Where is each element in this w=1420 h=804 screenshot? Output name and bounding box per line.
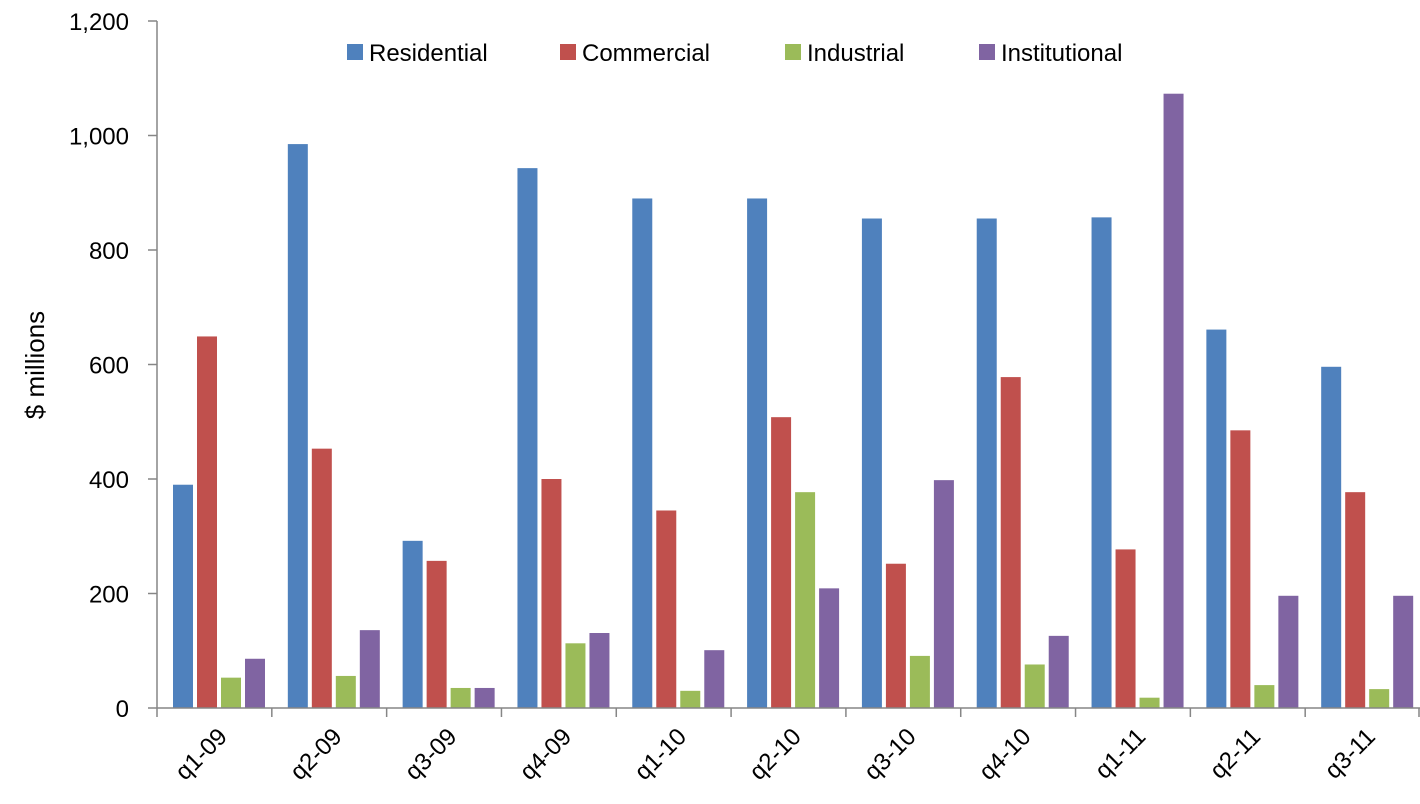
legend-swatch-institutional bbox=[979, 44, 995, 60]
bar-commercial-q4-10 bbox=[1000, 377, 1021, 708]
bar-institutional-q1-10 bbox=[704, 650, 725, 708]
x-tick-label: q3-11 bbox=[1320, 723, 1381, 784]
legend-label-industrial: Industrial bbox=[807, 40, 904, 67]
bar-commercial-q2-11 bbox=[1230, 430, 1251, 708]
y-tick-label: 0 bbox=[116, 696, 129, 723]
x-tick-label: q2-09 bbox=[285, 723, 348, 786]
x-tick-label: q4-10 bbox=[974, 723, 1037, 786]
bar-residential-q2-11 bbox=[1206, 329, 1227, 708]
legend-swatch-commercial bbox=[560, 44, 576, 60]
bar-commercial-q3-11 bbox=[1345, 492, 1366, 708]
x-tick-label: q3-10 bbox=[859, 723, 922, 786]
x-tick-label: q1-11 bbox=[1090, 723, 1151, 784]
bar-residential-q3-10 bbox=[861, 218, 882, 708]
y-tick-label: 1,200 bbox=[69, 9, 129, 36]
x-tick-label: q1-10 bbox=[629, 723, 692, 786]
legend: Residential Commercial Industrial Instituti… bbox=[347, 40, 1122, 67]
bar-institutional-q2-11 bbox=[1278, 595, 1299, 708]
bar-industrial-q1-10 bbox=[680, 690, 701, 708]
legend-swatch-industrial bbox=[785, 44, 801, 60]
bar-residential-q2-10 bbox=[747, 198, 768, 708]
bar-institutional-q3-09 bbox=[474, 687, 495, 708]
bar-industrial-q2-11 bbox=[1254, 685, 1275, 708]
bar-institutional-q4-10 bbox=[1048, 635, 1069, 708]
y-axis-title: $ millions bbox=[20, 311, 50, 419]
x-axis-ticks: q1-09 q2-09 q3-09 q4-09 q1-10 q2-10 q3-10 q4-10… bbox=[156, 708, 1420, 786]
bar-industrial-q4-09 bbox=[565, 643, 586, 708]
x-tick-label: q4-09 bbox=[515, 723, 578, 786]
y-tick-label: 1,000 bbox=[69, 124, 129, 151]
y-tick-label: 600 bbox=[89, 353, 129, 380]
bar-commercial-q3-09 bbox=[426, 560, 447, 708]
bar-industrial-q3-11 bbox=[1369, 689, 1390, 708]
bar-residential-q4-09 bbox=[517, 168, 538, 708]
bar-commercial-q2-09 bbox=[311, 448, 332, 708]
bar-residential-q2-09 bbox=[287, 144, 308, 708]
x-tick-label: q3-09 bbox=[400, 723, 463, 786]
legend-label-commercial: Commercial bbox=[582, 40, 710, 67]
bar-industrial-q4-10 bbox=[1024, 664, 1045, 708]
legend-swatch-residential bbox=[347, 44, 363, 60]
bar-industrial-q3-09 bbox=[450, 687, 471, 708]
bar-residential-q1-11 bbox=[1091, 217, 1112, 708]
y-tick-label: 200 bbox=[89, 582, 129, 609]
bar-residential-q4-10 bbox=[976, 218, 997, 708]
bar-residential-q1-10 bbox=[632, 198, 653, 708]
bar-industrial-q1-11 bbox=[1139, 697, 1160, 708]
y-tick-label: 800 bbox=[89, 238, 129, 265]
bar-institutional-q3-11 bbox=[1393, 595, 1414, 708]
bar-commercial-q1-09 bbox=[197, 336, 217, 708]
bar-institutional-q2-10 bbox=[819, 588, 840, 708]
bar-industrial-q2-10 bbox=[795, 492, 816, 708]
bar-industrial-q2-09 bbox=[335, 675, 356, 708]
bar-institutional-q1-09 bbox=[245, 658, 265, 708]
legend-label-residential: Residential bbox=[369, 40, 488, 67]
x-tick-label: q1-09 bbox=[170, 723, 233, 786]
bar-industrial-q3-10 bbox=[909, 655, 930, 708]
legend-label-institutional: Institutional bbox=[1001, 40, 1122, 67]
bars-group bbox=[173, 93, 1414, 708]
bar-commercial-q3-10 bbox=[885, 563, 906, 708]
y-tick-label: 400 bbox=[89, 467, 129, 494]
bar-commercial-q2-10 bbox=[771, 417, 792, 708]
bar-residential-q1-09 bbox=[173, 484, 193, 708]
bar-commercial-q1-11 bbox=[1115, 549, 1136, 708]
bar-commercial-q4-09 bbox=[541, 479, 562, 708]
bar-institutional-q3-10 bbox=[933, 480, 954, 708]
bar-residential-q3-09 bbox=[402, 540, 423, 708]
bar-commercial-q1-10 bbox=[656, 510, 677, 708]
bar-institutional-q1-11 bbox=[1163, 93, 1184, 708]
x-tick-label: q2-11 bbox=[1205, 723, 1266, 784]
bar-institutional-q2-09 bbox=[359, 630, 380, 708]
x-tick-label: q2-10 bbox=[744, 723, 807, 786]
y-axis-ticks: 0 200 400 600 800 1,000 1,200 bbox=[69, 9, 157, 723]
bar-industrial-q1-09 bbox=[221, 677, 241, 708]
bar-residential-q3-11 bbox=[1321, 366, 1342, 708]
bar-institutional-q4-09 bbox=[589, 633, 610, 708]
